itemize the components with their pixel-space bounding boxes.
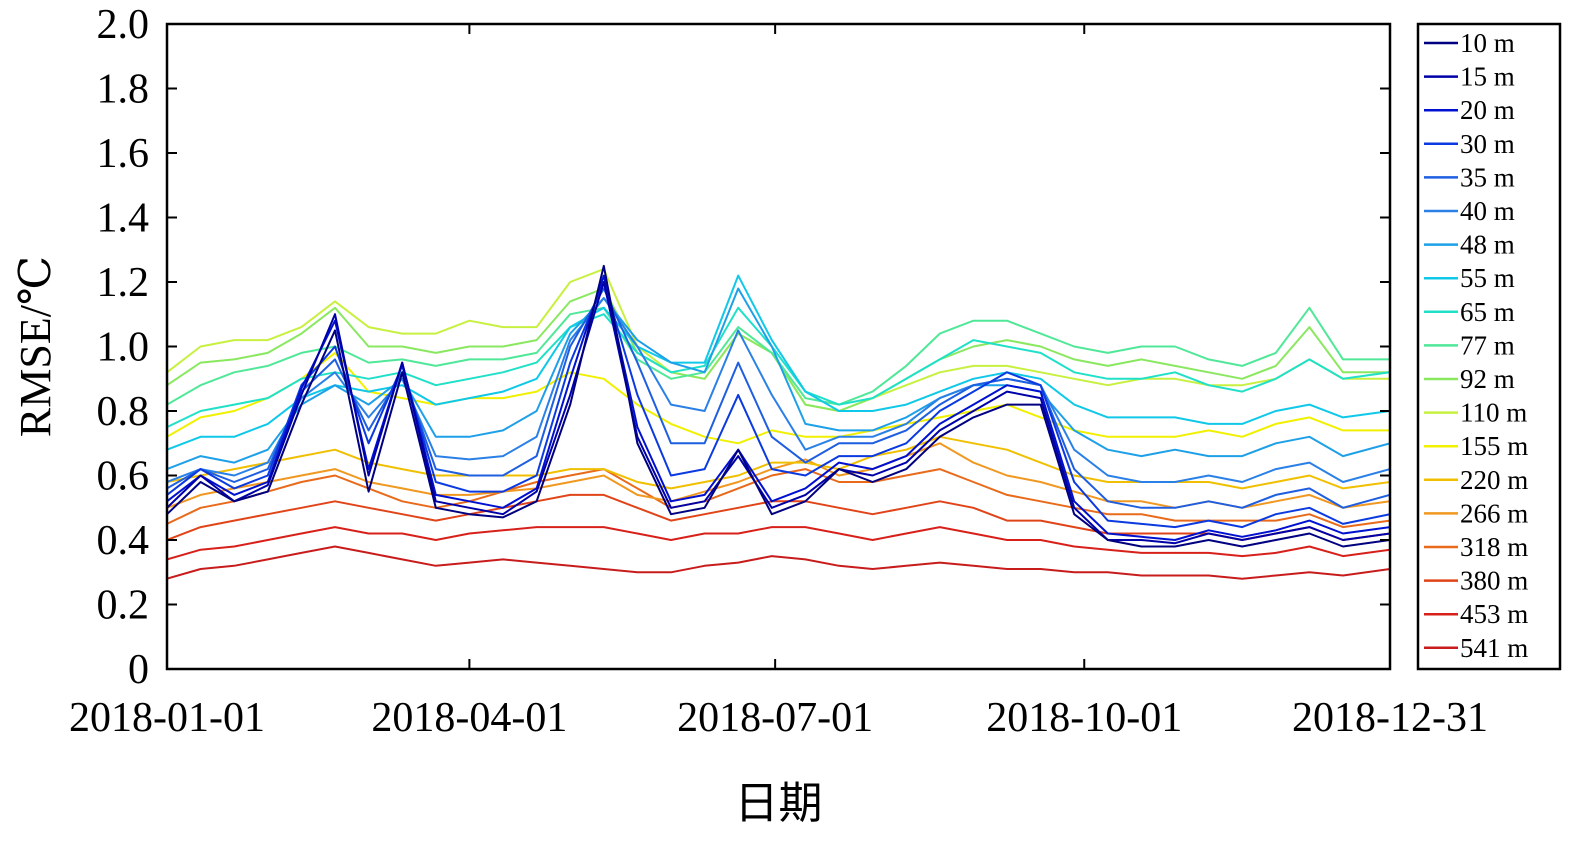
legend-label: 30 m [1460,129,1515,159]
legend-item: 40 m [1424,196,1515,226]
legend-label: 220 m [1460,465,1528,495]
series-line-35m [167,287,1390,509]
legend: 10 m 15 m20 m 30 m35 m 40 m 48 m55 m 65 m77 m… [1416,22,1562,671]
legend-label: 35 m [1460,162,1515,192]
legend-item: 92 m [1424,364,1515,394]
x-tick-label: 2018-07-01 [677,695,873,741]
legend-label: 10 m [1460,28,1515,58]
legend-items: 10 m 15 m20 m 30 m35 m 40 m 48 m55 m 65 m77 m… [1424,28,1528,663]
legend-item: 48 m [1424,230,1515,260]
legend-label: 77 m [1460,330,1515,360]
legend-item: 55 m [1424,263,1515,293]
legend-label: 453 m [1460,599,1528,629]
series-line-453m [167,526,1390,561]
legend-item: 30 m [1424,129,1515,159]
legend-label: 65 m [1460,297,1515,327]
y-tick-label: 2.0 [97,2,150,48]
legend-item: 318 m [1424,532,1528,562]
x-tick-label: 2018-04-01 [371,695,567,741]
x-tick-label: 2018-01-01 [69,695,265,741]
series-line-55m [167,274,1390,451]
x-tick-label: 2018-12-31 [1292,695,1488,741]
legend-label: 48 m [1460,230,1515,260]
series-line-20m [167,274,1390,541]
legend-item: 453 m [1424,599,1528,629]
legend-item: 10 m [1424,28,1515,58]
y-tick-label: 0 [128,647,149,693]
y-tick-label: 1.4 [97,196,150,242]
legend-item: 65 m [1424,297,1515,327]
legend-item: 220 m [1424,465,1528,495]
series-line-15m [167,281,1390,545]
legend-label: 40 m [1460,196,1515,226]
legend-item: 380 m [1424,566,1528,596]
series-line-541m [167,545,1390,580]
legend-item: 541 m [1424,633,1528,663]
legend-label: 266 m [1460,498,1528,528]
legend-label: 55 m [1460,263,1515,293]
legend-item: 35 m [1424,162,1515,192]
y-tick-label: 1.2 [97,260,150,306]
x-tick-label: 2018-10-01 [986,695,1182,741]
y-tick-label: 1.6 [97,131,150,177]
legend-item: 266 m [1424,498,1528,528]
series-line-48m [167,287,1390,471]
legend-item: 20 m [1424,95,1515,125]
legend-item: 155 m [1424,431,1528,461]
y-axis-title: RMSE/℃ [11,256,60,437]
legend-label: 155 m [1460,431,1528,461]
legend-label: 380 m [1460,566,1528,596]
y-tick-label: 0.8 [97,389,150,435]
y-tick-label: 0.2 [97,583,150,629]
series-layer [167,264,1390,580]
legend-label: 541 m [1460,633,1528,663]
legend-item: 110 m [1424,398,1527,428]
x-axis-title: 日期 [735,779,823,828]
legend-label: 318 m [1460,532,1528,562]
legend-label: 92 m [1460,364,1515,394]
y-tick-label: 0.6 [97,454,150,500]
axis-layer: 0 0.2 0.4 0.6 0.8 1.0 1.2 1.4 1.6 1.8 2.0 2018-01-0… [69,2,1488,741]
y-tick-label: 1.8 [97,67,150,113]
legend-item: 77 m [1424,330,1515,360]
series-line-10m [167,264,1390,548]
series-line-155m [167,351,1390,445]
y-tick-label: 1.0 [97,325,150,371]
series-line-30m [167,281,1390,529]
legend-label: 110 m [1460,398,1527,428]
plot-frame [165,22,1392,671]
legend-label: 15 m [1460,62,1515,92]
legend-item: 15 m [1424,62,1515,92]
series-line-40m [167,297,1390,483]
series-line-77m [167,306,1390,406]
legend-label: 20 m [1460,95,1515,125]
y-tick-label: 0.4 [97,518,150,564]
